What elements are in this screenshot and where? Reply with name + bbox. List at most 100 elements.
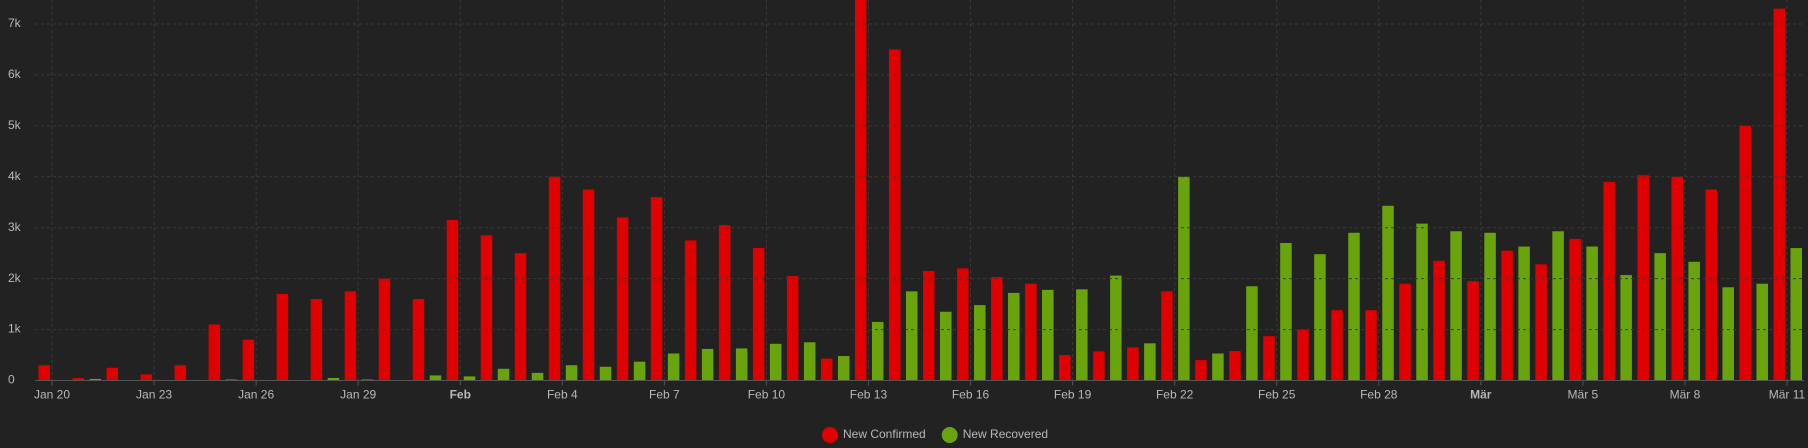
- bar: [1671, 176, 1683, 381]
- bar: [242, 339, 255, 381]
- bar: [820, 358, 833, 381]
- bar: [923, 270, 935, 381]
- bar: [633, 361, 646, 381]
- bar: [1467, 281, 1479, 381]
- bar: [1246, 286, 1258, 381]
- bar: [1212, 353, 1224, 381]
- bar: [1008, 292, 1020, 381]
- bar: [1756, 283, 1768, 381]
- bar: [174, 365, 187, 381]
- bar: [1654, 253, 1666, 381]
- bar: [1025, 283, 1037, 381]
- legend-label: New Confirmed: [843, 427, 926, 441]
- bar: [599, 366, 612, 381]
- bar: [854, 0, 867, 381]
- y-tick-label: 7k: [8, 16, 22, 30]
- bar: [140, 374, 153, 381]
- bar: [871, 321, 884, 381]
- bar: [514, 253, 527, 381]
- bar: [1535, 264, 1547, 381]
- bar: [463, 376, 476, 381]
- y-tick-label: 2k: [8, 271, 22, 285]
- bar: [616, 217, 629, 381]
- bar: [803, 342, 816, 381]
- bar: [1280, 242, 1292, 381]
- x-tick-label: Mär: [1470, 388, 1492, 402]
- bar: [276, 293, 289, 381]
- bar: [1433, 260, 1445, 381]
- legend-marker: [941, 427, 958, 443]
- bar: [905, 291, 918, 381]
- bar: [991, 277, 1003, 381]
- bar: [89, 378, 102, 381]
- bar: [1195, 360, 1207, 381]
- x-tick-label: Feb 22: [1156, 388, 1194, 402]
- y-tick-label: 0: [8, 373, 15, 387]
- x-tick-label: Feb 13: [850, 388, 888, 402]
- bar: [1722, 287, 1734, 381]
- bar: [1518, 246, 1530, 381]
- x-tick-label: Feb: [450, 388, 471, 402]
- bar: [1314, 254, 1326, 381]
- bar: [1297, 329, 1309, 381]
- bar: [940, 311, 952, 381]
- bar: [1382, 205, 1394, 381]
- bar: [480, 235, 493, 381]
- x-tick-label: Jan 23: [136, 388, 172, 402]
- bar: [769, 343, 782, 381]
- bar: [1603, 181, 1615, 381]
- bar: [582, 189, 595, 381]
- bar: [412, 299, 425, 381]
- bar: [1365, 310, 1377, 381]
- bar: [1450, 231, 1462, 381]
- bar: [1229, 350, 1241, 381]
- bar: [38, 365, 51, 381]
- bar: [531, 372, 544, 381]
- bar: [888, 49, 901, 381]
- bar: [1501, 250, 1513, 381]
- x-tick-label: Mär 8: [1670, 388, 1701, 402]
- bar: [650, 197, 663, 381]
- bar: [1127, 347, 1139, 381]
- bar: [1059, 355, 1071, 381]
- x-tick-label: Jan 29: [340, 388, 376, 402]
- bar: [667, 353, 680, 381]
- bar: [1739, 125, 1751, 381]
- bar: [497, 368, 510, 381]
- bar: [786, 276, 799, 381]
- bar: [701, 348, 714, 381]
- bar: [1484, 232, 1496, 381]
- bar: [974, 305, 986, 381]
- x-tick-label: Feb 28: [1360, 388, 1398, 402]
- bar: [446, 220, 459, 381]
- bar: [106, 367, 119, 381]
- bar: [1416, 223, 1428, 381]
- bar: [1076, 289, 1088, 381]
- bar: [1144, 343, 1156, 381]
- bar: [1790, 248, 1802, 381]
- bar: [1637, 175, 1649, 381]
- bar: [1348, 232, 1360, 381]
- bar: [1569, 238, 1581, 381]
- legend-marker: [822, 427, 838, 443]
- bar: [837, 356, 850, 381]
- bar: [1688, 261, 1700, 381]
- bar: [225, 379, 238, 381]
- bar: [1331, 310, 1343, 381]
- bar: [1586, 246, 1598, 381]
- y-tick-label: 4k: [8, 169, 22, 183]
- bar: [752, 248, 765, 381]
- bar: [1705, 189, 1717, 381]
- y-tick-label: 3k: [8, 220, 22, 234]
- bar: [72, 377, 85, 381]
- bar: [208, 324, 221, 381]
- y-tick-label: 6k: [8, 67, 22, 81]
- bar: [327, 377, 340, 381]
- bar: [1552, 231, 1564, 381]
- bar: [429, 375, 442, 381]
- x-tick-label: Feb 7: [649, 388, 680, 402]
- bar: [684, 240, 697, 381]
- x-tick-label: Feb 4: [547, 388, 578, 402]
- y-tick-label: 1k: [8, 322, 22, 336]
